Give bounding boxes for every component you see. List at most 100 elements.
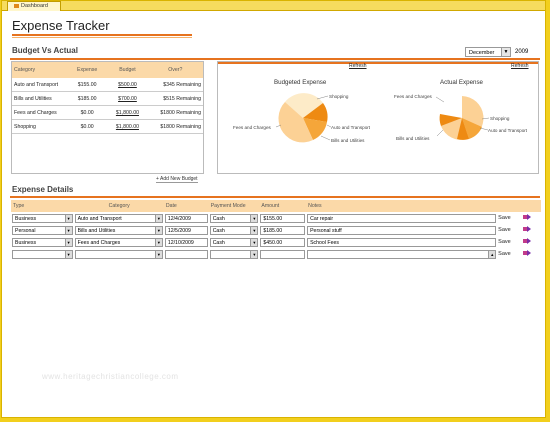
chevron-down-icon[interactable]: ▼ xyxy=(250,238,258,246)
delete-icon[interactable] xyxy=(523,250,532,256)
pie-slice-auto xyxy=(462,118,482,139)
page-title: Expense Tracker xyxy=(12,18,110,33)
table-row: Bills and Utilities $185.00 $700.00 $515… xyxy=(12,91,203,106)
notes-field[interactable]: Car repair xyxy=(307,213,497,223)
details-section-title: Expense Details xyxy=(12,185,74,194)
cell-category: Bills and Utilities xyxy=(12,91,68,106)
amount-field[interactable] xyxy=(260,249,306,259)
amount-field[interactable]: $450.00 xyxy=(260,237,306,247)
type-value: Business xyxy=(15,239,37,246)
cell-category: Auto and Transport xyxy=(12,78,68,92)
cell-expense: $155.00 xyxy=(67,78,108,92)
col-category: Category xyxy=(73,200,164,212)
cell-over: $1800 Remaining xyxy=(147,105,203,120)
budgeted-label-fees: Fees and Charges xyxy=(233,125,271,130)
type-select[interactable]: Personal ▼ xyxy=(12,225,73,235)
refresh-budgeted-link[interactable]: Refresh xyxy=(349,63,367,69)
save-button[interactable]: Save xyxy=(498,239,511,245)
chevron-down-icon[interactable]: ▼ xyxy=(154,226,162,234)
budget-link[interactable]: $1,800.00 xyxy=(107,119,148,134)
save-button[interactable]: Save xyxy=(498,251,511,257)
amount-field[interactable]: $155.00 xyxy=(260,213,306,223)
tab-label: Dashboard xyxy=(21,3,48,9)
chevron-down-icon[interactable]: ▼ xyxy=(154,238,162,246)
tab-dashboard[interactable]: Dashboard xyxy=(7,1,61,11)
add-budget-button[interactable]: + Add New Budget xyxy=(156,176,198,183)
details-section-divider xyxy=(10,196,540,198)
category-select[interactable]: Auto and Transport ▼ xyxy=(74,213,163,223)
title-underline-light xyxy=(12,37,192,38)
save-button[interactable]: Save xyxy=(498,227,511,233)
refresh-actual-link[interactable]: Refresh xyxy=(511,63,529,69)
cell-over: $515 Remaining xyxy=(147,91,203,106)
mode-value: Cash xyxy=(212,227,225,234)
budget-link[interactable]: $1,800.00 xyxy=(107,105,148,120)
type-select[interactable]: Business ▼ xyxy=(12,237,73,247)
delete-icon[interactable] xyxy=(523,238,532,244)
category-value: Auto and Transport xyxy=(77,215,122,222)
pie-slice-fees xyxy=(278,102,313,143)
chevron-down-icon[interactable]: ▼ xyxy=(154,250,162,258)
budget-link[interactable]: $500.00 xyxy=(107,78,148,92)
cell-expense: $185.00 xyxy=(67,91,108,106)
save-button[interactable]: Save xyxy=(498,215,511,221)
month-select[interactable]: December ▼ xyxy=(465,47,511,57)
payment-mode-select[interactable]: Cash ▼ xyxy=(209,237,259,247)
chevron-down-icon[interactable]: ▼ xyxy=(501,48,510,56)
chevron-down-icon[interactable]: ▼ xyxy=(64,214,72,222)
table-row: Shopping $0.00 $1,800.00 $1800 Remaining xyxy=(12,119,203,134)
payment-mode-select[interactable]: Cash ▼ xyxy=(209,225,259,235)
budget-link[interactable]: $700.00 xyxy=(107,91,148,106)
chevron-down-icon[interactable]: ▼ xyxy=(250,250,258,258)
date-field[interactable]: 12/4/2009 xyxy=(164,213,208,223)
tab-bar: Dashboard xyxy=(2,1,545,11)
col-notes: Notes xyxy=(306,200,498,212)
budget-table-panel: Category Expense Budget Over? Auto and T… xyxy=(11,61,204,174)
notes-field[interactable]: ▲ xyxy=(307,249,497,259)
budgeted-chart-title: Budgeted Expense xyxy=(274,79,327,86)
col-payment-mode: Payment Mode xyxy=(208,200,260,212)
payment-mode-select[interactable]: Cash ▼ xyxy=(209,213,259,223)
type-select[interactable]: ▼ xyxy=(12,249,73,259)
pie-charts: Shopping Auto and Transport Bills and Ut… xyxy=(233,93,528,143)
form-icon xyxy=(14,3,19,8)
chevron-down-icon[interactable]: ▼ xyxy=(64,250,72,258)
title-underline xyxy=(12,34,192,36)
actual-label-bills: Bills and Utilities xyxy=(396,136,430,141)
category-select[interactable]: ▼ xyxy=(74,249,163,259)
expense-details-table: Type Category Date Payment Mode Amount N… xyxy=(11,200,541,260)
chevron-down-icon[interactable]: ▼ xyxy=(250,214,258,222)
chevron-down-icon[interactable]: ▼ xyxy=(250,226,258,234)
watermark: www.heritagechristiancollege.com xyxy=(42,372,179,381)
chevron-down-icon[interactable]: ▼ xyxy=(64,238,72,246)
actual-label-shopping: Shopping xyxy=(490,116,510,121)
mode-value: Cash xyxy=(212,239,225,246)
date-field[interactable]: 12/10/2009 xyxy=(164,237,208,247)
delete-icon[interactable] xyxy=(523,214,532,220)
notes-field[interactable]: Personal stuff xyxy=(307,225,497,235)
col-over: Over? xyxy=(147,62,203,78)
type-select[interactable]: Business ▼ xyxy=(12,213,73,223)
budgeted-pie: Shopping Auto and Transport Bills and Ut… xyxy=(233,93,371,143)
category-select[interactable]: Fees and Charges ▼ xyxy=(74,237,163,247)
year-field[interactable]: 2009 xyxy=(515,49,529,55)
cell-over: $345 Remaining xyxy=(147,78,203,92)
chevron-down-icon[interactable]: ▼ xyxy=(154,214,162,222)
table-row: Auto and Transport $155.00 $500.00 $345 … xyxy=(12,78,203,92)
table-row: Fees and Charges $0.00 $1,800.00 $1800 R… xyxy=(12,105,203,120)
month-value: December xyxy=(469,50,495,56)
category-select[interactable]: Bills and Utilities ▼ xyxy=(74,225,163,235)
amount-field[interactable]: $185.00 xyxy=(260,225,306,235)
type-value: Personal xyxy=(15,227,36,234)
chevron-down-icon[interactable]: ▼ xyxy=(64,226,72,234)
date-field[interactable] xyxy=(164,249,208,259)
cell-expense: $0.00 xyxy=(67,105,108,120)
pie-slice-auto xyxy=(303,103,328,122)
scroll-arrows-icon[interactable]: ▲ xyxy=(488,250,496,258)
charts-panel: Refresh Refresh Budgeted Expense Actual … xyxy=(217,61,539,174)
notes-field[interactable]: School Fees xyxy=(307,237,497,247)
payment-mode-select[interactable]: ▼ xyxy=(209,249,259,259)
date-field[interactable]: 12/5/2009 xyxy=(164,225,208,235)
col-category: Category xyxy=(12,62,68,78)
delete-icon[interactable] xyxy=(523,226,532,232)
